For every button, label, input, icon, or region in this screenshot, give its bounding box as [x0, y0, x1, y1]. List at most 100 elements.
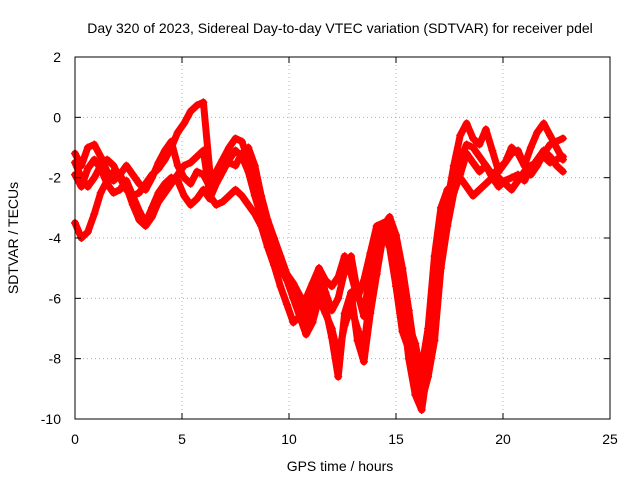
data-point [173, 170, 182, 179]
data-point [526, 170, 535, 179]
data-point [359, 312, 368, 321]
data-point [295, 291, 304, 300]
data-point [96, 152, 105, 161]
data-point [513, 176, 522, 185]
data-point [552, 155, 561, 164]
data-point [186, 200, 195, 209]
data-point [507, 185, 516, 194]
series-track-4 [71, 98, 567, 381]
data-point [481, 125, 490, 134]
data-point [180, 119, 189, 128]
data-point [488, 146, 497, 155]
data-point [404, 345, 413, 354]
data-point [90, 155, 99, 164]
data-point [180, 173, 189, 182]
data-point [436, 230, 445, 239]
data-point [462, 182, 471, 191]
data-point [469, 158, 478, 167]
y-tick-label: -4 [49, 230, 62, 246]
data-point [141, 221, 150, 230]
data-point [494, 173, 503, 182]
data-point [481, 161, 490, 170]
data-point [141, 179, 150, 188]
data-point [250, 209, 259, 218]
data-point [135, 215, 144, 224]
data-point [507, 149, 516, 158]
data-point [507, 173, 516, 182]
x-axis-label: GPS time / hours [287, 458, 394, 474]
data-point [488, 170, 497, 179]
y-tick-label: 2 [53, 49, 61, 65]
data-point [250, 161, 259, 170]
data-point [334, 372, 343, 381]
y-axis-label: SDTVAR / TECUs [5, 182, 21, 294]
data-point [186, 158, 195, 167]
data-point [392, 261, 400, 270]
data-point [186, 179, 195, 188]
data-point [558, 152, 567, 161]
y-tick-label: -10 [41, 411, 61, 427]
data-point [160, 155, 169, 164]
data-point [263, 215, 272, 224]
data-point [314, 294, 323, 303]
data-point [385, 212, 394, 221]
data-point [372, 221, 381, 230]
data-point [160, 188, 169, 197]
data-point [398, 294, 407, 303]
data-point [353, 294, 362, 303]
data-point [475, 185, 484, 194]
data-point [225, 143, 234, 152]
data-point [302, 306, 311, 315]
x-tick-label: 25 [602, 431, 618, 447]
chart-title: Day 320 of 2023, Sidereal Day-to-day VTE… [87, 20, 593, 36]
data-point [327, 324, 336, 333]
data-point [90, 173, 99, 182]
data-point [225, 191, 234, 200]
axis-ticks: 0 5 10 15 20 25 -10 -8 -6 -4 -2 0 2 [41, 49, 618, 447]
data-point [308, 318, 317, 327]
data-point [192, 101, 201, 110]
data-point [321, 288, 330, 297]
data-point [334, 351, 343, 360]
y-tick-label: 0 [53, 109, 61, 125]
data-point [558, 167, 567, 176]
data-point [135, 188, 144, 197]
data-point [231, 134, 240, 143]
data-point [366, 249, 375, 258]
data-point [340, 252, 349, 261]
x-tick-label: 20 [495, 431, 511, 447]
x-tick-label: 5 [178, 431, 186, 447]
data-point [115, 173, 124, 182]
data-point [276, 252, 285, 261]
data-point [237, 149, 246, 158]
data-point [513, 146, 522, 155]
y-tick-label: -6 [49, 290, 62, 306]
data-point [449, 182, 458, 191]
data-point [122, 185, 131, 194]
data-point [237, 137, 246, 146]
data-point [475, 140, 484, 149]
data-point [289, 318, 298, 327]
data-point [347, 303, 356, 312]
data-point [154, 164, 163, 173]
data-point [218, 164, 227, 173]
data-point [327, 282, 336, 291]
data-point [462, 140, 471, 149]
data-point [103, 176, 112, 185]
data-point [148, 212, 157, 221]
data-point [533, 161, 542, 170]
data-point [398, 327, 407, 336]
data-point [122, 161, 131, 170]
data-point [231, 146, 240, 155]
data-point [231, 185, 240, 194]
data-point [526, 143, 535, 152]
data-point [186, 107, 195, 116]
data-point [481, 179, 490, 188]
data-point [359, 342, 368, 351]
data-point [475, 167, 484, 176]
data-point [385, 234, 394, 242]
data-point [148, 170, 157, 179]
data-point [494, 164, 503, 173]
data-point [154, 197, 163, 206]
